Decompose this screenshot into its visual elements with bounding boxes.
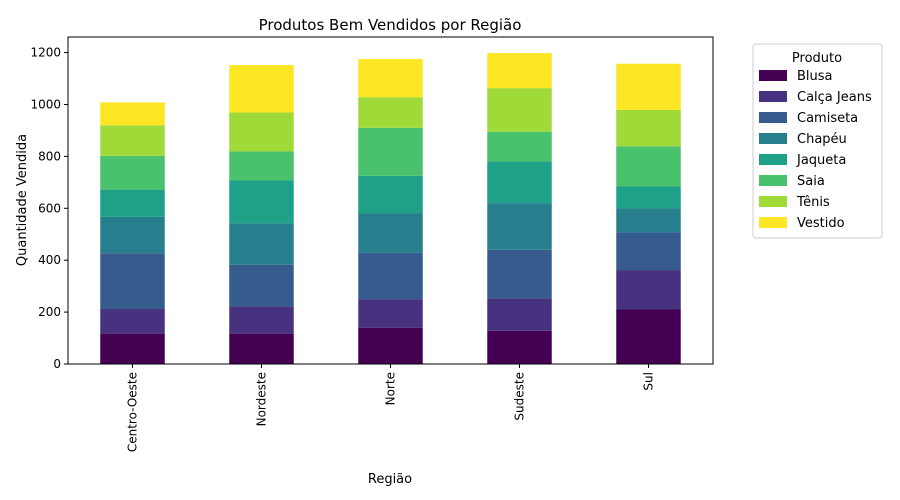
x-axis: Centro-Oeste Nordeste Norte Sudeste Sul [126, 364, 656, 452]
y-tick-label: 1000 [30, 97, 61, 111]
bar-segment [487, 249, 552, 299]
bar-segment [229, 151, 294, 181]
legend-label: Vestido [797, 216, 845, 231]
bar-segment [100, 102, 165, 126]
legend-label: Chapéu [797, 132, 847, 147]
x-tick-label: Norte [384, 372, 398, 405]
bar-segment [358, 59, 423, 98]
x-tick-label: Centro-Oeste [126, 372, 140, 452]
bar-segment [229, 112, 294, 152]
legend-label: Jaqueta [796, 153, 846, 168]
bars-group [100, 53, 681, 364]
bar-segment [229, 333, 294, 364]
bar-segment [487, 131, 552, 162]
legend: Produto Blusa Calça Jeans Camiseta Chapéu Ja… [752, 43, 883, 239]
legend-title: Produto [792, 51, 842, 66]
legend-swatch [759, 196, 787, 207]
bar-segment [358, 175, 423, 214]
bar-segment [100, 333, 165, 364]
x-tick-label: Nordeste [255, 372, 269, 426]
legend-label: Calça Jeans [797, 90, 872, 105]
bar-segment [100, 189, 165, 217]
bar-segment [616, 232, 681, 271]
y-tick-label: 1200 [30, 46, 61, 60]
bar-segment [358, 252, 423, 300]
bar-segment [616, 63, 681, 110]
y-tick-label: 600 [38, 201, 61, 215]
bar-segment [487, 298, 552, 331]
y-axis-label: Quantidade Vendida [15, 134, 30, 266]
legend-label: Saia [797, 174, 825, 189]
bar-segment [358, 213, 423, 253]
bar-segment [100, 308, 165, 334]
chart-title: Produtos Bem Vendidos por Região [259, 16, 522, 34]
legend-swatch [759, 133, 787, 144]
bar-segment [487, 53, 552, 89]
legend-swatch [759, 112, 787, 123]
x-axis-label: Região [368, 472, 412, 487]
bar-segment [616, 109, 681, 147]
bar-segment [229, 306, 294, 334]
bar-segment [229, 180, 294, 224]
y-axis: 0 200 400 600 800 1000 1200 [30, 46, 68, 371]
bar-segment [487, 330, 552, 364]
y-tick-label: 0 [53, 357, 61, 371]
bar-segment [229, 65, 294, 113]
legend-swatch [759, 217, 787, 228]
plot-frame [67, 36, 714, 365]
legend-label: Camiseta [797, 111, 858, 126]
bar-segment [100, 125, 165, 156]
legend-label: Blusa [797, 69, 833, 84]
y-tick-label: 800 [38, 149, 61, 163]
bar-segment [229, 223, 294, 265]
legend-swatch [759, 70, 787, 81]
x-tick-label: Sul [642, 372, 656, 391]
bar-segment [358, 127, 423, 176]
legend-swatch [759, 154, 787, 165]
legend-label: Tênis [796, 195, 830, 210]
x-tick-label: Sudeste [513, 372, 527, 421]
y-tick-label: 400 [38, 253, 61, 267]
bar-segment [487, 203, 552, 250]
bar-segment [358, 97, 423, 128]
bar-segment [100, 216, 165, 254]
bar-segment [100, 155, 165, 190]
bar-segment [358, 327, 423, 364]
bar-segment [616, 309, 681, 364]
y-tick-label: 200 [38, 305, 61, 319]
legend-swatch [759, 91, 787, 102]
bar-segment [616, 208, 681, 233]
bar-segment [100, 253, 165, 309]
bar-segment [487, 161, 552, 204]
legend-swatch [759, 175, 787, 186]
bar-segment [616, 186, 681, 209]
bar-segment [616, 146, 681, 187]
bar-segment [358, 299, 423, 328]
bar-segment [616, 270, 681, 310]
bar-segment [229, 264, 294, 307]
bar-segment [487, 88, 552, 132]
